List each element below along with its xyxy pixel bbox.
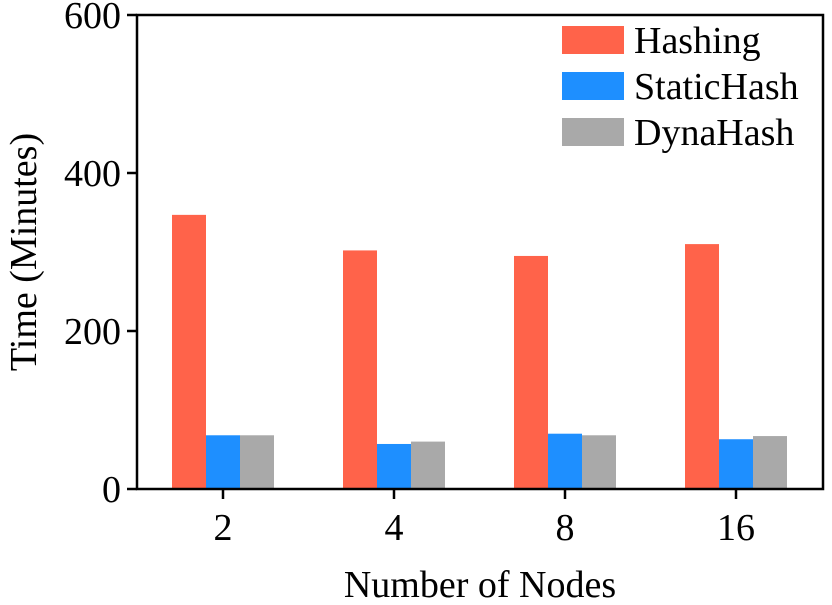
bar-dynahash-2 <box>240 435 274 489</box>
bar-dynahash-4 <box>411 441 445 489</box>
bar-dynahash-8 <box>582 435 616 489</box>
y-tick-label-600: 600 <box>64 0 121 37</box>
x-tick-label-4: 4 <box>385 507 404 549</box>
y-tick-label-0: 0 <box>102 469 121 511</box>
bar-statichash-8 <box>548 433 582 489</box>
bar-hashing-2 <box>172 214 206 489</box>
legend-swatch-statichash <box>562 72 624 100</box>
y-axis-label: Time (Minutes) <box>3 133 45 371</box>
legend-label-statichash: StaticHash <box>634 66 799 108</box>
legend-swatch-dynahash <box>562 118 624 146</box>
x-tick-label-8: 8 <box>556 507 575 549</box>
y-tick-label-200: 200 <box>64 311 121 353</box>
bar-hashing-8 <box>514 255 548 489</box>
legend-label-hashing: Hashing <box>634 20 761 62</box>
bar-statichash-4 <box>377 443 411 489</box>
bar-hashing-16 <box>685 244 719 489</box>
bar-statichash-16 <box>719 439 753 489</box>
x-tick-label-16: 16 <box>717 507 755 549</box>
bar-statichash-2 <box>206 435 240 489</box>
legend-label-dynahash: DynaHash <box>634 112 794 154</box>
legend-swatch-hashing <box>562 26 624 54</box>
bar-hashing-4 <box>343 250 377 489</box>
x-axis-label: Number of Nodes <box>344 564 616 605</box>
bar-dynahash-16 <box>753 436 787 489</box>
x-tick-label-2: 2 <box>214 507 233 549</box>
y-tick-label-400: 400 <box>64 153 121 195</box>
plot-frame <box>135 13 825 491</box>
